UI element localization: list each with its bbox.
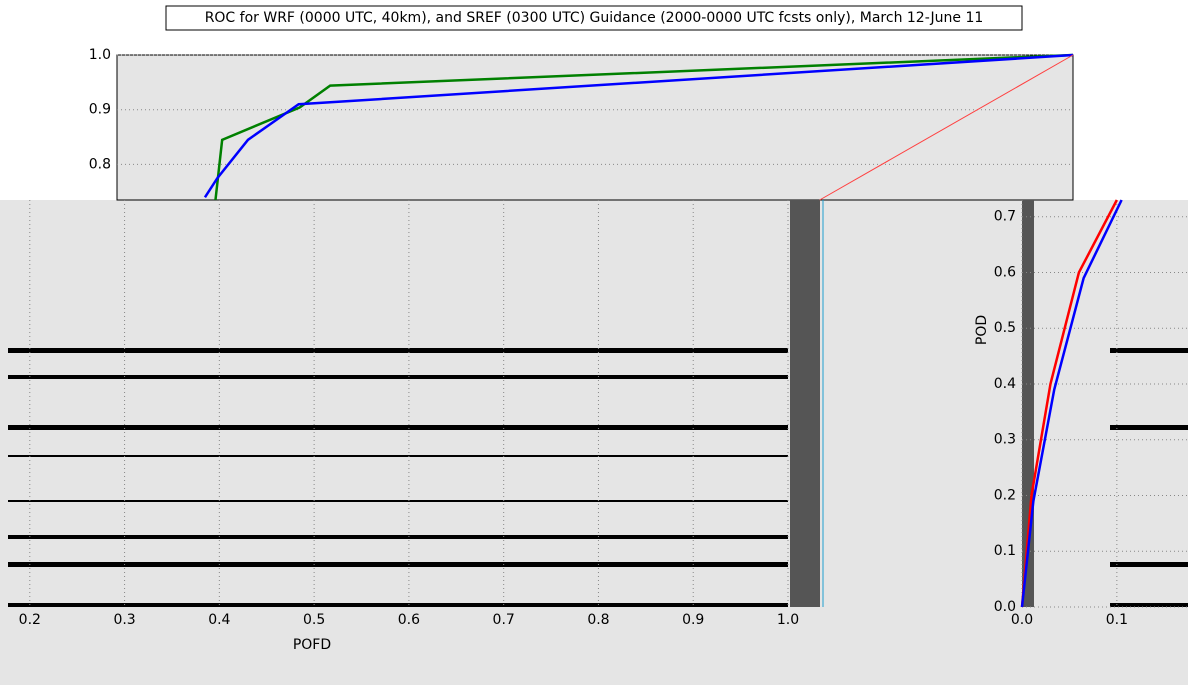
- roc-curve: [1020, 199, 1123, 608]
- roc-curve: [819, 54, 1074, 201]
- x-tick-label: 1.0: [777, 612, 799, 628]
- y-tick-label: 0.0: [994, 599, 1016, 615]
- roc-curve: [1020, 199, 1118, 608]
- x-tick-label: 0.0: [1011, 612, 1033, 628]
- y-tick-label: 1.0: [89, 47, 111, 63]
- y-axis-label: POD: [974, 315, 990, 345]
- y-tick-label: 0.7: [994, 209, 1016, 225]
- x-tick-label: 0.4: [208, 612, 230, 628]
- roc-curve: [214, 53, 1074, 201]
- x-tick-label: 0.1: [1106, 612, 1128, 628]
- y-tick-label: 0.3: [994, 432, 1016, 448]
- x-tick-label: 0.3: [113, 612, 135, 628]
- x-tick-label: 0.5: [303, 612, 325, 628]
- x-axis-label: POFD: [293, 637, 331, 653]
- x-tick-label: 0.7: [493, 612, 515, 628]
- y-tick-label: 0.8: [89, 156, 111, 172]
- y-tick-label: 0.5: [994, 320, 1016, 336]
- chart-title: ROC for WRF (0000 UTC, 40km), and SREF (…: [205, 10, 984, 26]
- x-tick-label: 0.9: [682, 612, 704, 628]
- plot-area: [116, 54, 1074, 201]
- roc-curve: [203, 53, 1074, 198]
- x-tick-label: 0.8: [587, 612, 609, 628]
- y-tick-label: 0.2: [994, 487, 1016, 503]
- x-tick-label: 0.6: [398, 612, 420, 628]
- y-tick-label: 0.4: [994, 376, 1016, 392]
- y-tick-label: 0.1: [994, 543, 1016, 559]
- y-tick-label: 0.6: [994, 264, 1016, 280]
- x-tick-label: 0.2: [19, 612, 41, 628]
- title-box: [165, 5, 1023, 31]
- y-tick-label: 0.9: [89, 102, 111, 118]
- glitch-lines: [8, 200, 1188, 607]
